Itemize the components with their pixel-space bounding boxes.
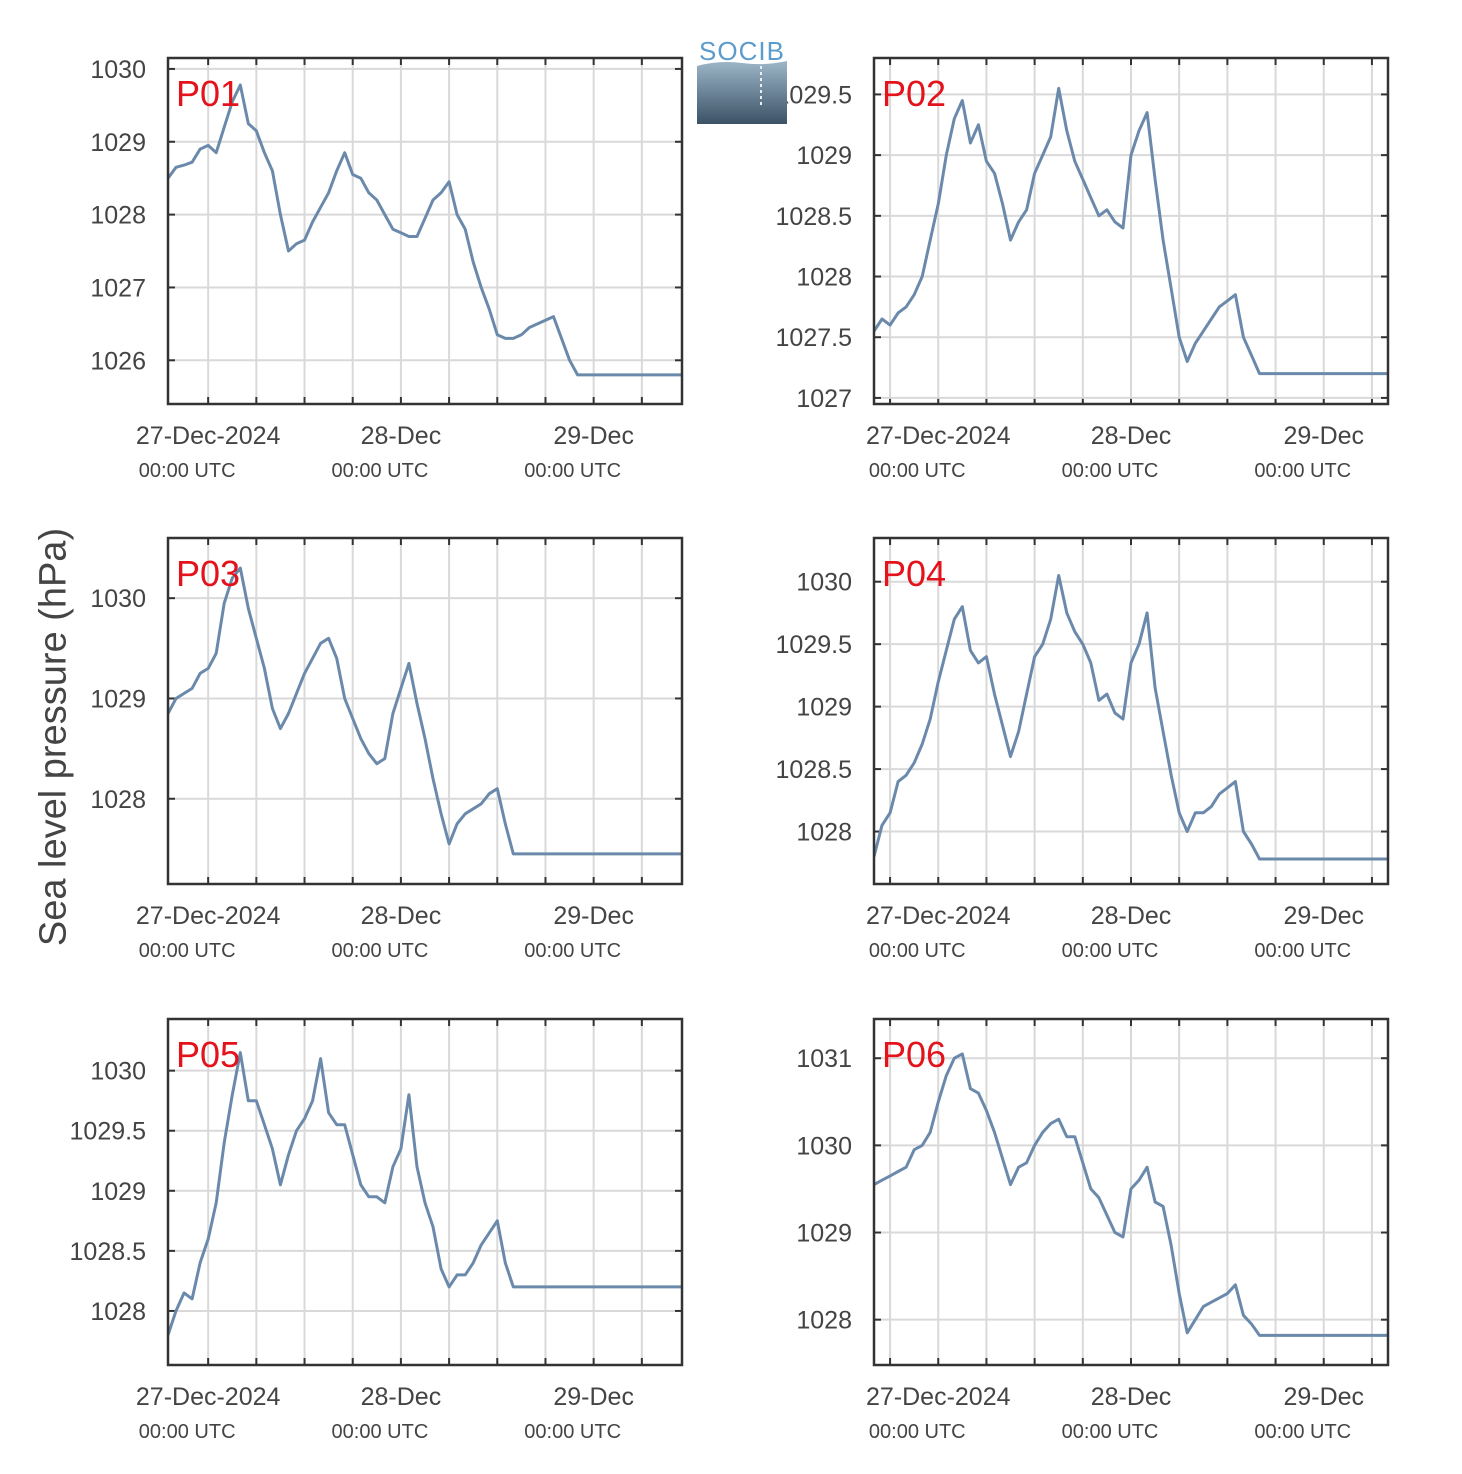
series-line-p01 xyxy=(168,83,682,377)
socib-logo-text: SOCIB xyxy=(699,36,785,66)
x-tick-sublabel: 00:00 UTC xyxy=(139,460,236,482)
y-tick-label: 1030 xyxy=(90,56,146,84)
x-tick-sublabel: 00:00 UTC xyxy=(524,1421,621,1443)
x-tick-sublabel: 00:00 UTC xyxy=(524,940,621,962)
x-tick-label: 29-Dec xyxy=(1283,1383,1364,1411)
y-tick-label: 1029 xyxy=(90,685,146,713)
x-tick-sublabel: 00:00 UTC xyxy=(524,460,621,482)
x-tick-sublabel: 00:00 UTC xyxy=(1254,940,1351,962)
plot-frame xyxy=(166,56,684,406)
y-tick-label: 1029 xyxy=(796,142,852,170)
y-tick-label: 1028 xyxy=(796,1307,852,1335)
y-tick-label: 1026 xyxy=(90,347,146,375)
socib-logo: SOCIB xyxy=(697,36,787,124)
x-tick-sublabel: 00:00 UTC xyxy=(1062,940,1159,962)
y-tick-label: 1029.5 xyxy=(776,631,852,659)
x-tick-sublabel: 00:00 UTC xyxy=(139,1421,236,1443)
x-tick-sublabel: 00:00 UTC xyxy=(332,460,429,482)
y-tick-label: 1028 xyxy=(90,1298,146,1326)
chart-panel-p01: 1026 1027 1028 1029 1030 P01 27-Dec-2024 00:00 … xyxy=(90,56,684,482)
socib-logo-wave-icon xyxy=(697,61,787,124)
y-tick-label: 1028.5 xyxy=(776,756,852,784)
plot-frame xyxy=(872,536,1390,886)
x-tick-label: 28-Dec xyxy=(361,422,442,450)
y-tick-label: 1030 xyxy=(90,1058,146,1086)
x-tick-label: 28-Dec xyxy=(1091,1383,1172,1411)
panel-label: P06 xyxy=(882,1034,946,1075)
y-tick-label: 1029.5 xyxy=(776,81,852,109)
y-tick-label: 1029 xyxy=(796,694,852,722)
panel-label: P04 xyxy=(882,553,946,594)
x-tick-sublabel: 00:00 UTC xyxy=(1254,460,1351,482)
chart-panel-p03: 1028 1029 1030 P03 27-Dec-2024 00:00 UTC 28-De… xyxy=(90,536,684,962)
y-tick-label: 1029 xyxy=(796,1220,852,1248)
series-line-p02 xyxy=(874,86,1388,376)
series-line-p04 xyxy=(874,574,1388,861)
x-tick-sublabel: 00:00 UTC xyxy=(869,460,966,482)
y-tick-label: 1028 xyxy=(796,819,852,847)
y-tick-label: 1028 xyxy=(90,786,146,814)
x-tick-sublabel: 00:00 UTC xyxy=(139,940,236,962)
y-tick-label: 1028.5 xyxy=(70,1238,146,1266)
plot-frame xyxy=(166,536,684,886)
plot-frame xyxy=(872,1017,1390,1367)
x-tick-sublabel: 00:00 UTC xyxy=(869,940,966,962)
x-tick-sublabel: 00:00 UTC xyxy=(1062,1421,1159,1443)
y-tick-label: 1028 xyxy=(90,202,146,230)
y-tick-label: 1027 xyxy=(796,385,852,413)
x-tick-label: 29-Dec xyxy=(1283,422,1364,450)
x-tick-label: 29-Dec xyxy=(1283,902,1364,930)
x-tick-label: 27-Dec-2024 xyxy=(136,422,281,450)
y-tick-label: 1028 xyxy=(796,264,852,292)
plot-frame xyxy=(166,1017,684,1367)
x-tick-label: 27-Dec-2024 xyxy=(136,902,281,930)
x-tick-label: 27-Dec-2024 xyxy=(866,902,1011,930)
series-line-p05 xyxy=(168,1051,682,1336)
chart-panel-p04: 1028 1028.5 1029 1029.5 1030 P04 27-Dec-2024 00… xyxy=(776,536,1390,962)
x-tick-label: 27-Dec-2024 xyxy=(136,1383,281,1411)
y-tick-label: 1027.5 xyxy=(776,324,852,352)
y-tick-label: 1027 xyxy=(90,274,146,302)
x-tick-label: 28-Dec xyxy=(1091,902,1172,930)
x-tick-label: 28-Dec xyxy=(361,902,442,930)
plot-frame xyxy=(872,56,1390,406)
chart-panel-p05: 1028 1028.5 1029 1029.5 1030 P05 27-Dec-2024 00… xyxy=(70,1017,684,1443)
y-tick-label: 1030 xyxy=(796,569,852,597)
y-tick-label: 1031 xyxy=(796,1045,852,1073)
y-tick-label: 1029.5 xyxy=(70,1118,146,1146)
x-tick-label: 29-Dec xyxy=(553,422,634,450)
y-tick-label: 1030 xyxy=(90,585,146,613)
x-tick-label: 28-Dec xyxy=(361,1383,442,1411)
y-tick-label: 1029 xyxy=(90,1178,146,1206)
x-tick-label: 27-Dec-2024 xyxy=(866,1383,1011,1411)
y-tick-label: 1030 xyxy=(796,1132,852,1160)
series-line-p06 xyxy=(874,1052,1388,1337)
y-tick-label: 1028.5 xyxy=(776,203,852,231)
x-tick-sublabel: 00:00 UTC xyxy=(869,1421,966,1443)
x-tick-label: 29-Dec xyxy=(553,1383,634,1411)
chart-panel-p02: 1027 1027.5 1028 1028.5 1029 1029.5 P02 27-Dec-… xyxy=(776,56,1390,482)
x-tick-label: 28-Dec xyxy=(1091,422,1172,450)
panel-label: P05 xyxy=(176,1034,240,1075)
y-axis-label: Sea level pressure (hPa) xyxy=(32,527,75,947)
x-tick-sublabel: 00:00 UTC xyxy=(332,1421,429,1443)
x-tick-sublabel: 00:00 UTC xyxy=(332,940,429,962)
series-line-p03 xyxy=(168,566,682,856)
panel-label: P03 xyxy=(176,553,240,594)
panel-label: P01 xyxy=(176,73,240,114)
chart-panel-p06: 1028 1029 1030 1031 P06 27-Dec-2024 00:00 UTC 2… xyxy=(796,1017,1390,1443)
y-tick-label: 1029 xyxy=(90,129,146,157)
x-tick-sublabel: 00:00 UTC xyxy=(1062,460,1159,482)
panel-label: P02 xyxy=(882,73,946,114)
x-tick-sublabel: 00:00 UTC xyxy=(1254,1421,1351,1443)
x-tick-label: 27-Dec-2024 xyxy=(866,422,1011,450)
x-tick-label: 29-Dec xyxy=(553,902,634,930)
